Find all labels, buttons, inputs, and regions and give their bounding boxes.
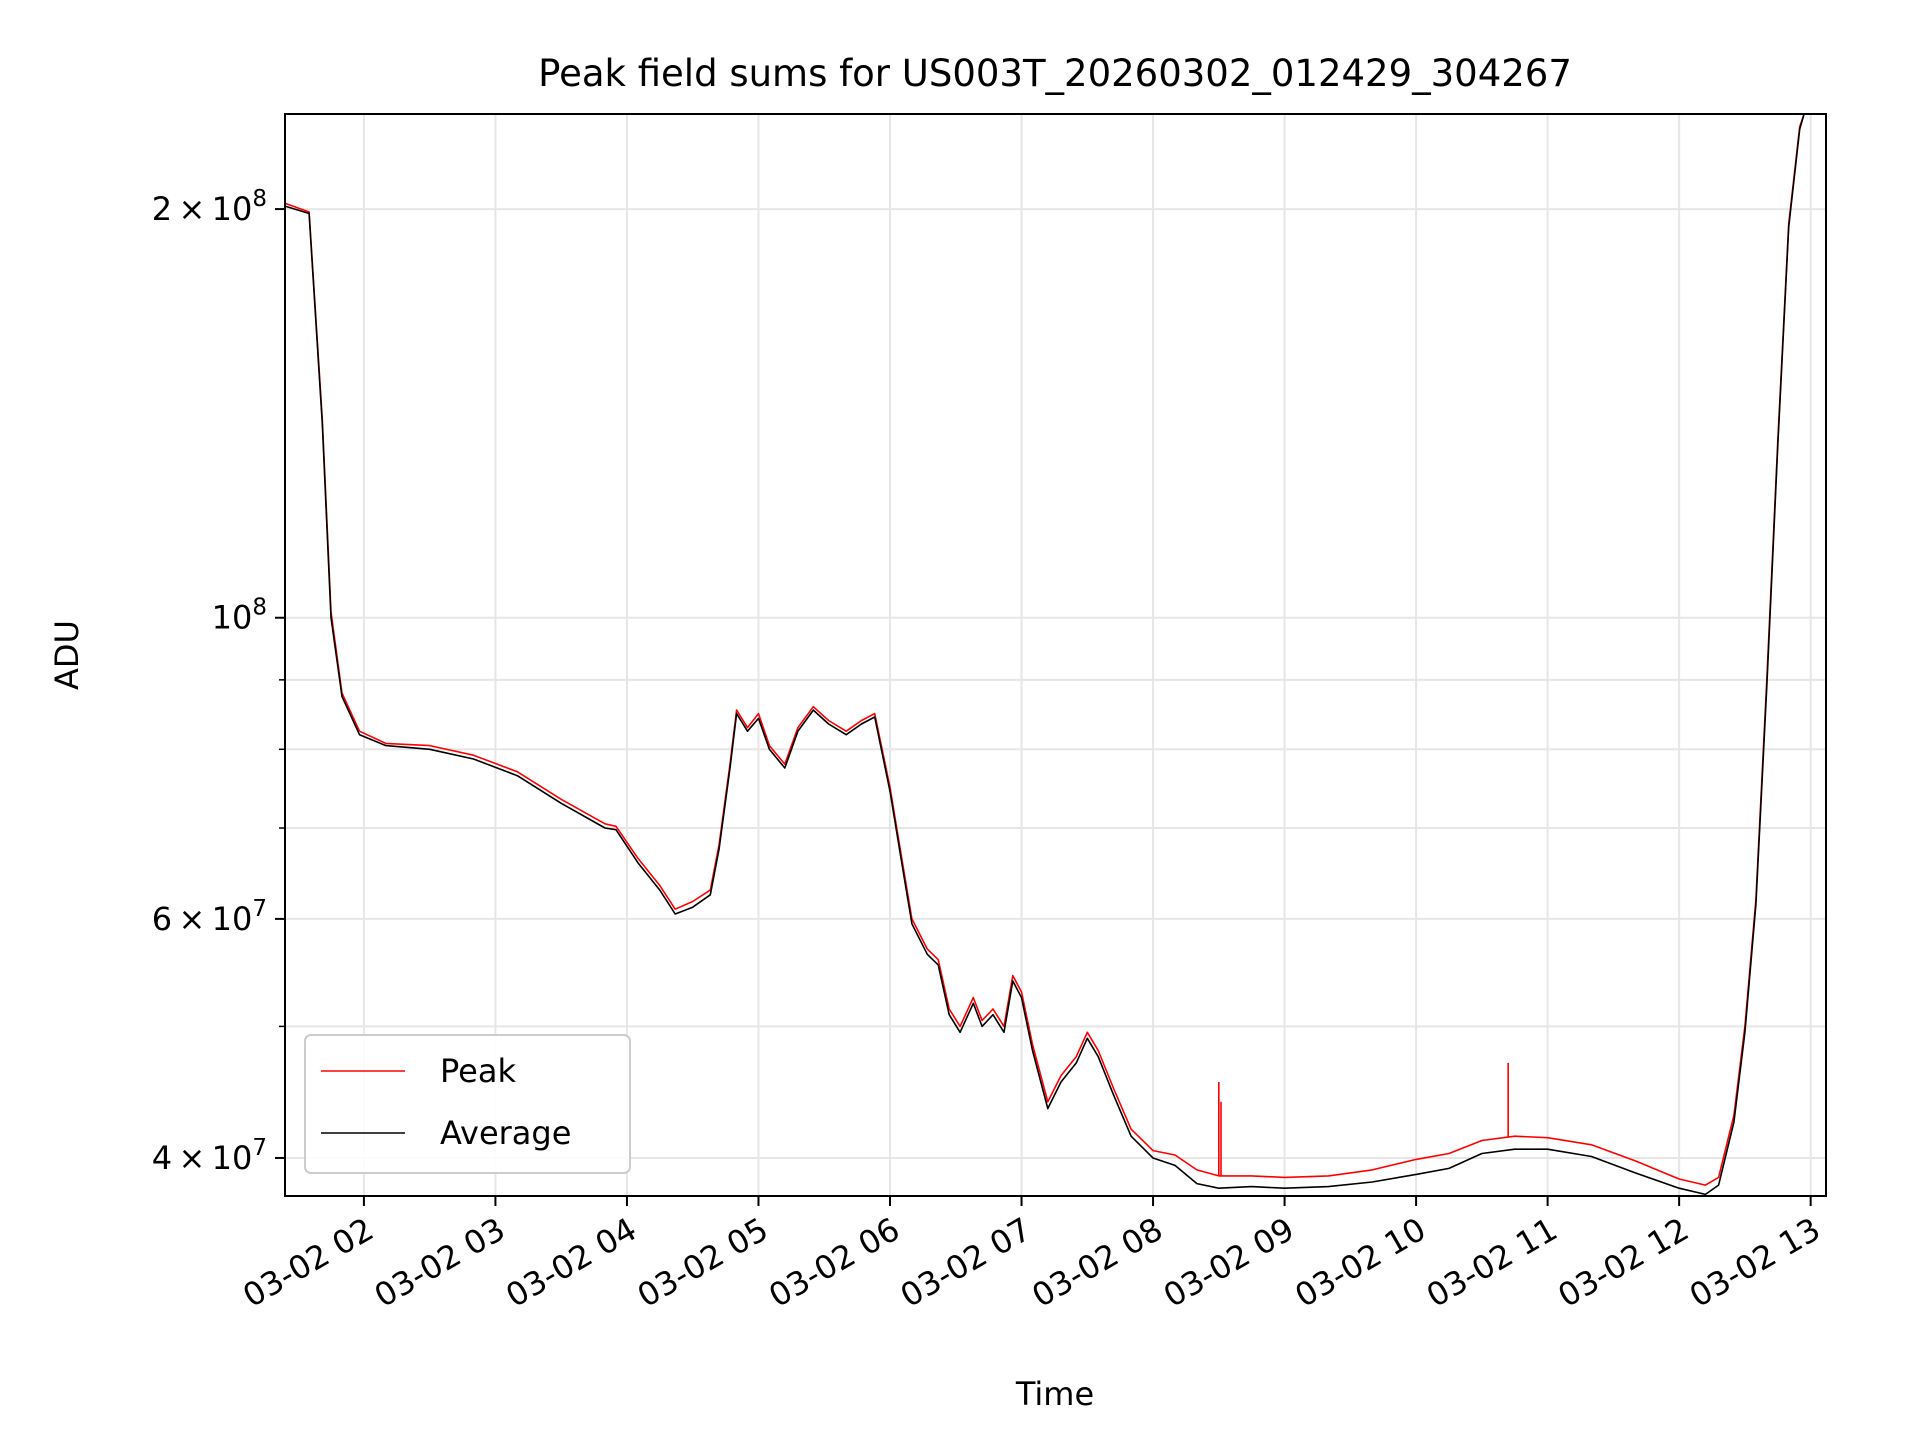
y-tick-label: 108 xyxy=(212,595,267,637)
series-line-peak xyxy=(284,113,1805,1186)
y-tick-label: 4 × 107 xyxy=(152,1135,267,1177)
legend-label-peak: Peak xyxy=(440,1052,516,1090)
legend: Peak Average xyxy=(304,1034,631,1174)
legend-label-average: Average xyxy=(440,1114,571,1152)
y-tick-label: 6 × 107 xyxy=(152,896,267,938)
y-tick-label: 2 × 108 xyxy=(152,186,267,228)
legend-box xyxy=(304,1034,631,1174)
series-line-average xyxy=(284,113,1805,1196)
y-axis-label: ADU xyxy=(48,620,86,690)
grid xyxy=(285,114,1826,1196)
x-axis-label: Time xyxy=(1015,1375,1094,1413)
chart-title: Peak field sums for US003T_20260302_0124… xyxy=(538,52,1572,95)
plot-frame xyxy=(284,113,1827,1197)
series-layer xyxy=(284,113,1805,1196)
